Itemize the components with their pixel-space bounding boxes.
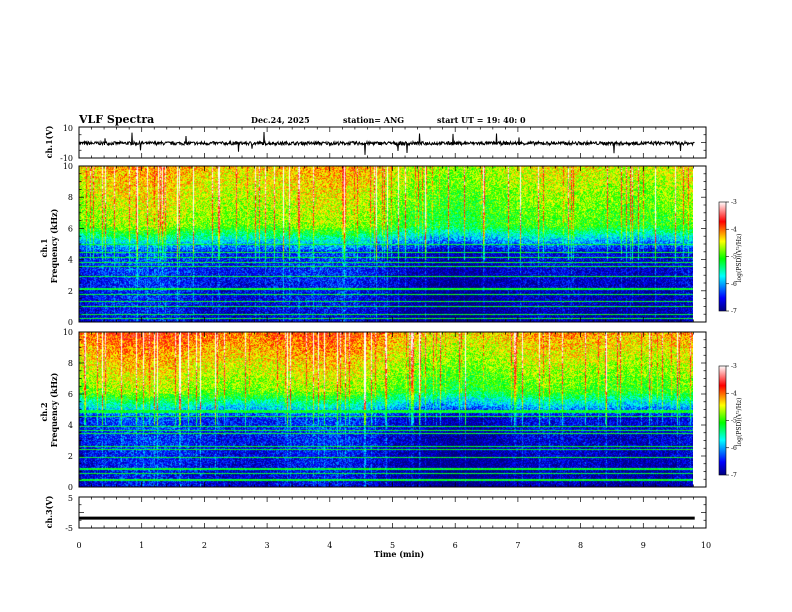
date-label: Dec.24, 2025: [251, 115, 310, 125]
x-axis-tick-label: 8: [578, 541, 583, 550]
colorbar-tick-label: -5: [731, 418, 737, 425]
colorbar-tick-label: -5: [731, 254, 737, 261]
ch3-trace-panel: 5 -5 ch.3(V): [44, 494, 707, 533]
frequency-tick-label: 0: [68, 483, 73, 492]
colorbar-tick-label: -3: [731, 363, 737, 370]
colorbar-tick-label: -6: [731, 445, 737, 452]
x-axis-tick-label: 4: [327, 541, 332, 550]
ch1-ytick-bottom: -10: [60, 154, 73, 163]
ch1-waveform-ylabel: ch.1(V): [44, 125, 54, 158]
x-axis-tick-label: 6: [453, 541, 458, 550]
frequency-tick-label: 4: [68, 421, 73, 430]
ch1-waveform-panel: 10 -10 ch.1(V): [44, 124, 707, 163]
ch2-spectrogram-yticks: 0 2 4 6 8 10: [63, 328, 73, 492]
frequency-tick-label: 2: [68, 287, 73, 296]
frequency-tick-label: 0: [68, 318, 73, 327]
frequency-tick-label: 4: [68, 256, 73, 265]
frequency-tick-label: 2: [68, 452, 73, 461]
x-axis-tick-label: 10: [701, 541, 711, 550]
ch3-trace-ylabel: ch.3(V): [44, 495, 54, 528]
figure-title: VLF Spectra: [78, 113, 154, 126]
ch1-spectrogram-ticks: [78, 165, 707, 323]
x-axis-tick-label: 9: [641, 541, 646, 550]
ch3-ytick-top: 5: [68, 494, 73, 503]
colorbar-tick-label: -4: [731, 390, 737, 397]
ch1-colorbar-label: log(PSD)(V²/Hz): [736, 234, 743, 283]
x-axis-tick-labels: 0 1 2 3 4 5 6 7 8 9 10: [76, 541, 711, 550]
frequency-tick-label: 8: [68, 359, 73, 368]
ch1-spectrogram-ylabel: Frequency (kHz): [49, 208, 59, 283]
ch2-spectrogram-channel-label: ch.2: [39, 402, 49, 421]
x-axis-tick-label: 1: [139, 541, 144, 550]
ch1-spectrogram-yticks: 0 2 4 6 8 10: [63, 162, 73, 327]
station-label: station= ANG: [343, 115, 404, 125]
ch1-waveform-ticks: [78, 126, 707, 159]
ch2-spectrogram-ticks: [78, 331, 707, 488]
frequency-tick-label: 6: [68, 224, 73, 233]
frequency-tick-label: 10: [63, 328, 73, 337]
ch1-spectrogram-channel-label: ch.1: [39, 238, 49, 257]
ch1-waveform-line: [78, 131, 695, 155]
x-axis-tick-label: 2: [202, 541, 207, 550]
ch2-colorbar-label: log(PSD)(V²/Hz): [736, 398, 743, 447]
ch1-spectrogram-image: [79, 166, 693, 322]
frequency-tick-label: 8: [68, 193, 73, 202]
colorbar-tick-label: -7: [731, 472, 737, 479]
x-axis-label: Time (min): [374, 549, 424, 559]
colorbar-tick-label: -7: [731, 308, 737, 315]
ch2-spectrogram-ylabel: Frequency (kHz): [49, 372, 59, 447]
ch2-spectrogram-image: [79, 332, 693, 487]
ch3-ytick-bottom: -5: [65, 524, 73, 533]
colorbar-tick-label: -4: [731, 226, 737, 233]
ch1-colorbar: [718, 201, 727, 312]
frequency-tick-label: 6: [68, 390, 73, 399]
ch1-colorbar-ticks: -3 -4 -5 -6 -7: [726, 199, 737, 315]
ch2-colorbar-ticks: -3 -4 -5 -6 -7: [726, 363, 737, 479]
start-time-label: start UT = 19: 40: 0: [437, 115, 526, 125]
x-axis-tick-label: 0: [76, 541, 81, 550]
colorbar-tick-label: -3: [731, 199, 737, 206]
frequency-tick-label: 10: [63, 162, 73, 171]
x-axis-tick-label: 3: [265, 541, 270, 550]
ch3-trace-ticks: [78, 496, 707, 529]
ch1-ytick-top: 10: [63, 124, 73, 133]
x-axis-tick-label: 7: [515, 541, 520, 550]
ch2-colorbar: [718, 365, 727, 476]
x-axis-tick-label: 5: [390, 541, 395, 550]
colorbar-tick-label: -6: [731, 281, 737, 288]
